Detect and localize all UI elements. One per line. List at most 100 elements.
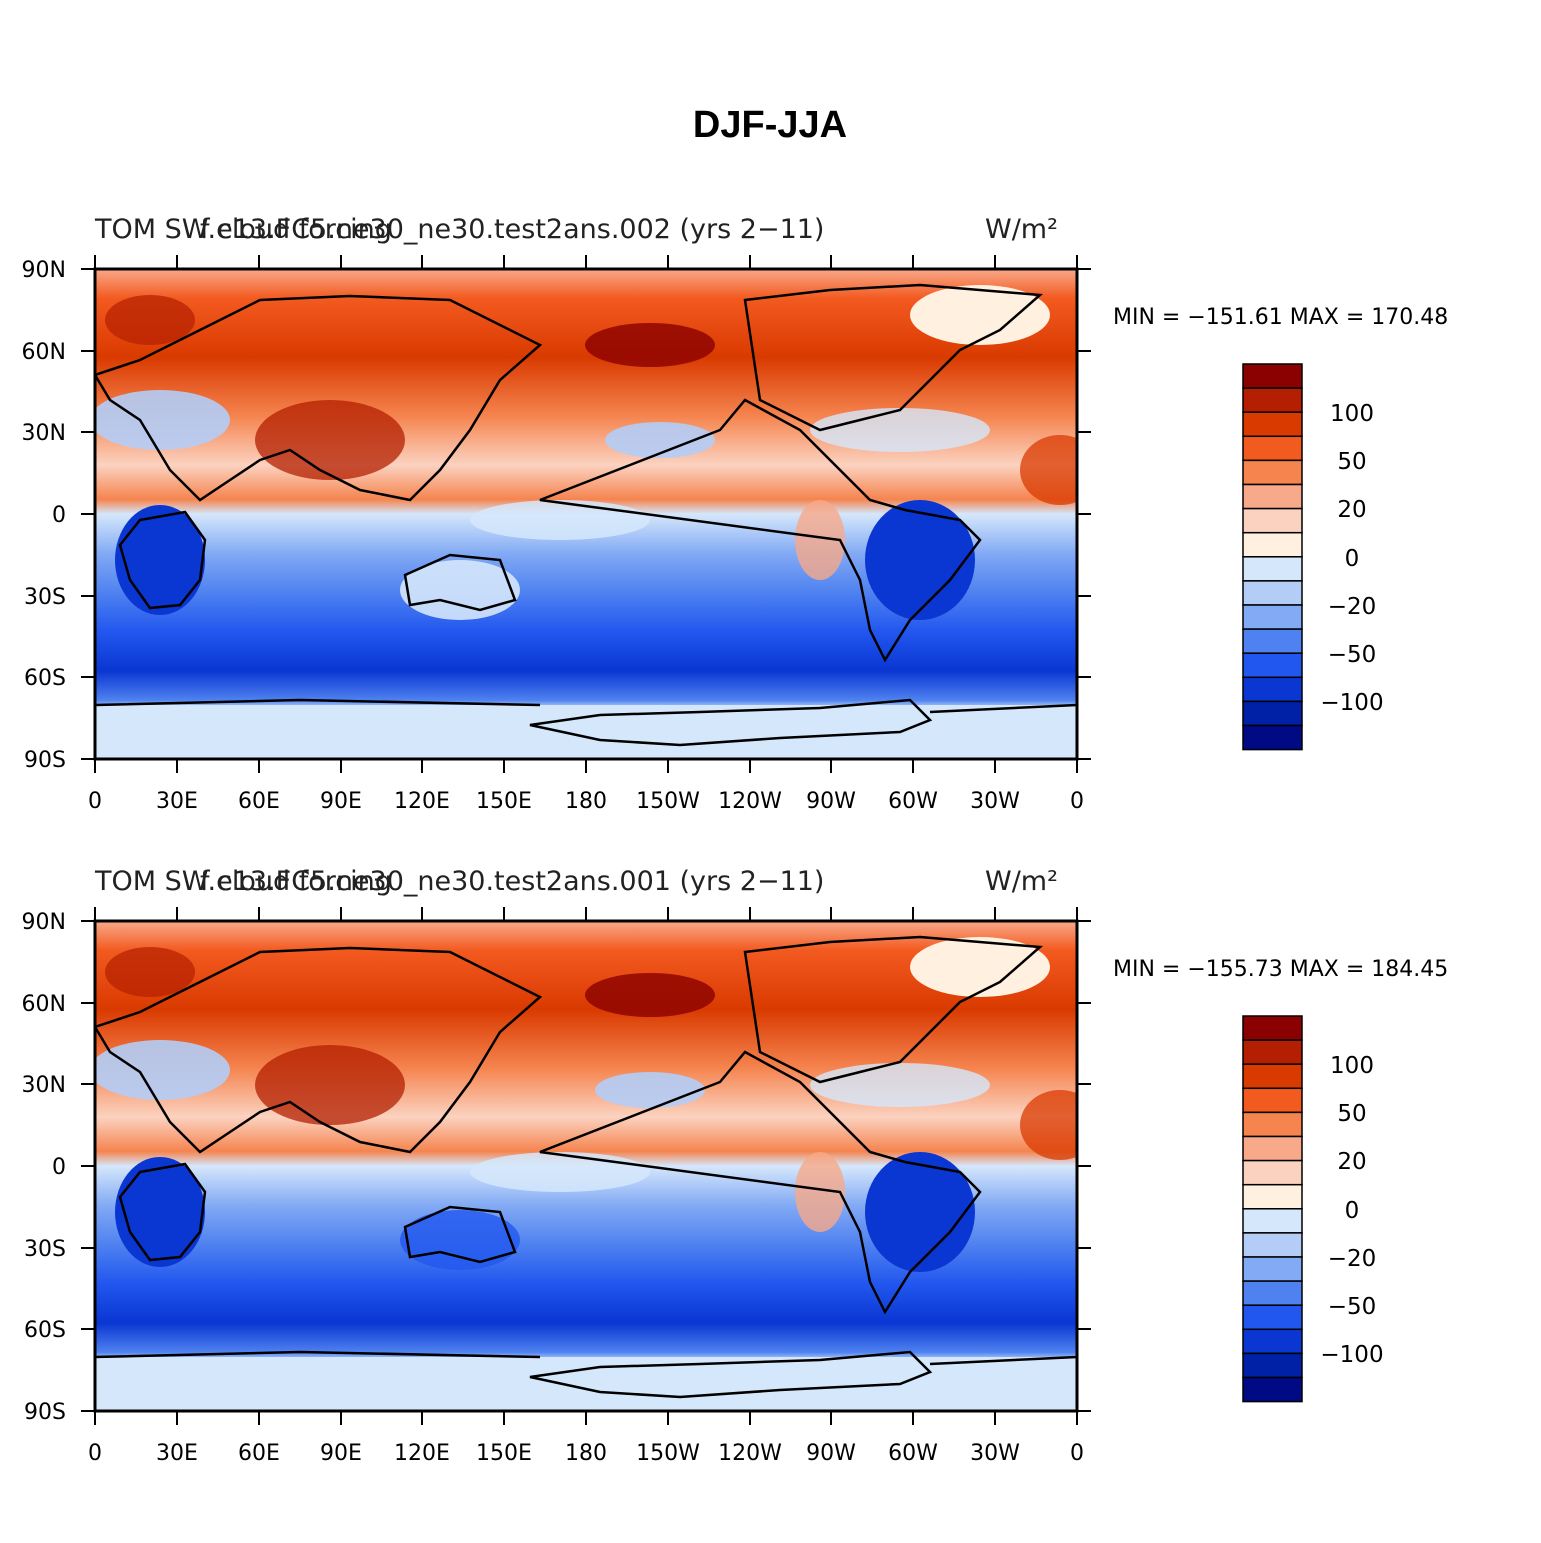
colorbar-swatch xyxy=(1242,1183,1303,1210)
lon-label: 120E xyxy=(394,789,450,814)
panel-title-overlap: f.e13.FC5.ne30_ne30.test2ans.002 (yrs 2−… xyxy=(200,214,824,245)
colorbar-swatch xyxy=(1242,628,1303,654)
colorbar-swatch xyxy=(1242,1063,1303,1090)
tick-marks xyxy=(81,907,1091,1425)
lon-label: 30E xyxy=(156,1441,198,1466)
colorbar-swatch xyxy=(1242,604,1303,630)
colorbar-swatch xyxy=(1242,1135,1303,1162)
colorbar-swatch xyxy=(1242,1376,1303,1403)
colorbar xyxy=(1242,363,1303,751)
lat-label: 30S xyxy=(24,1237,66,1262)
lon-label: 30W xyxy=(970,1441,1020,1466)
lon-label: 150E xyxy=(476,789,532,814)
colorbar-swatch xyxy=(1242,1111,1303,1138)
lat-label: 90S xyxy=(24,748,66,773)
min-max-stats: MIN = −151.61 MAX = 170.48 xyxy=(1113,305,1448,330)
lon-label: 30E xyxy=(156,789,198,814)
main-title: DJF-JJA xyxy=(693,104,847,146)
lat-labels: 90N 60N 30N 0 30S 60S 90S xyxy=(22,258,66,773)
colorbar-label: −50 xyxy=(1328,1294,1377,1320)
colorbar-label: −50 xyxy=(1328,642,1377,668)
lon-label: 60E xyxy=(238,1441,280,1466)
colorbar-label: 20 xyxy=(1337,1149,1366,1175)
colorbar-label: 0 xyxy=(1345,546,1360,572)
colorbar-swatch xyxy=(1242,652,1303,679)
colorbar-label: −100 xyxy=(1320,690,1383,716)
lon-label: 0 xyxy=(88,1441,102,1466)
colorbar-swatch xyxy=(1242,1256,1303,1282)
lon-label: 60W xyxy=(888,789,938,814)
colorbar-swatch xyxy=(1242,676,1303,703)
lat-label: 90S xyxy=(24,1400,66,1425)
colorbar-label: −100 xyxy=(1320,1342,1383,1368)
field-plot xyxy=(95,921,1077,1411)
lon-label: 120W xyxy=(718,1441,782,1466)
lat-label: 0 xyxy=(52,1155,66,1180)
lat-label: 60N xyxy=(22,340,66,365)
panel-title-left: TOM SW cloud forcing xyxy=(94,866,392,897)
colorbar-label: 0 xyxy=(1345,1198,1360,1224)
lon-label: 180 xyxy=(565,789,607,814)
colorbar-swatch xyxy=(1242,1328,1303,1355)
lon-label: 120W xyxy=(718,789,782,814)
lat-label: 60S xyxy=(24,1318,66,1343)
colorbar-swatch xyxy=(1242,531,1303,558)
lat-label: 30N xyxy=(22,1073,66,1098)
lon-label: 180 xyxy=(565,1441,607,1466)
colorbar-label: −20 xyxy=(1328,1246,1377,1272)
lon-label: 150W xyxy=(636,1441,700,1466)
colorbar-swatch xyxy=(1242,580,1303,606)
colorbar-swatch xyxy=(1242,556,1303,582)
map-panel-2: TOM SW cloud forcing f.e13.FC5.ne30_ne30… xyxy=(22,866,1449,1466)
colorbar-swatch xyxy=(1242,1039,1303,1065)
lon-label: 0 xyxy=(88,789,102,814)
lon-label: 90E xyxy=(320,1441,362,1466)
colorbar-swatch xyxy=(1242,507,1303,534)
colorbar-swatch xyxy=(1242,435,1303,462)
lon-label: 90E xyxy=(320,789,362,814)
lon-labels: 0 30E 60E 90E 120E 150E 180 150W 120W 90… xyxy=(88,1441,1084,1466)
tick-marks xyxy=(81,255,1091,773)
map-panel-1: TOM SW cloud forcing f.e13.FC5.ne30_ne30… xyxy=(22,214,1449,814)
panel-units: W/m² xyxy=(985,866,1058,897)
lat-label: 0 xyxy=(52,503,66,528)
colorbar-swatch xyxy=(1242,1352,1303,1379)
colorbar-swatch xyxy=(1242,1015,1303,1041)
colorbar-label: 100 xyxy=(1330,1053,1374,1079)
lon-label: 150E xyxy=(476,1441,532,1466)
colorbar-swatch xyxy=(1242,1087,1303,1114)
lon-label: 0 xyxy=(1070,1441,1084,1466)
colorbar-labels: 100 50 20 0 −20 −50 −100 xyxy=(1320,1053,1383,1368)
lon-label: 90W xyxy=(806,789,856,814)
colorbar-label: 100 xyxy=(1330,401,1374,427)
colorbar-label: 20 xyxy=(1337,497,1366,523)
colorbar-label: 50 xyxy=(1337,449,1366,475)
min-max-stats: MIN = −155.73 MAX = 184.45 xyxy=(1113,957,1448,982)
colorbar-swatch xyxy=(1242,700,1303,727)
colorbar-labels: 100 50 20 0 −20 −50 −100 xyxy=(1320,401,1383,716)
lat-label: 30N xyxy=(22,421,66,446)
lat-label: 90N xyxy=(22,258,66,283)
lon-labels: 0 30E 60E 90E 120E 150E 180 150W 120W 90… xyxy=(88,789,1084,814)
colorbar-swatch xyxy=(1242,1159,1303,1186)
lat-label: 90N xyxy=(22,910,66,935)
lon-label: 150W xyxy=(636,789,700,814)
colorbar-swatch xyxy=(1242,1208,1303,1234)
colorbar-swatch xyxy=(1242,724,1303,751)
colorbar-swatch xyxy=(1242,459,1303,486)
field-plot xyxy=(95,269,1077,759)
colorbar xyxy=(1242,1015,1303,1403)
lon-label: 120E xyxy=(394,1441,450,1466)
panel-units: W/m² xyxy=(985,214,1058,245)
colorbar-swatch xyxy=(1242,411,1303,438)
lat-labels: 90N 60N 30N 0 30S 60S 90S xyxy=(22,910,66,1425)
lon-label: 0 xyxy=(1070,789,1084,814)
colorbar-label: 50 xyxy=(1337,1101,1366,1127)
colorbar-swatch xyxy=(1242,1304,1303,1331)
lon-label: 90W xyxy=(806,1441,856,1466)
colorbar-swatch xyxy=(1242,483,1303,510)
colorbar-label: −20 xyxy=(1328,594,1377,620)
lat-label: 30S xyxy=(24,585,66,610)
lat-label: 60N xyxy=(22,992,66,1017)
